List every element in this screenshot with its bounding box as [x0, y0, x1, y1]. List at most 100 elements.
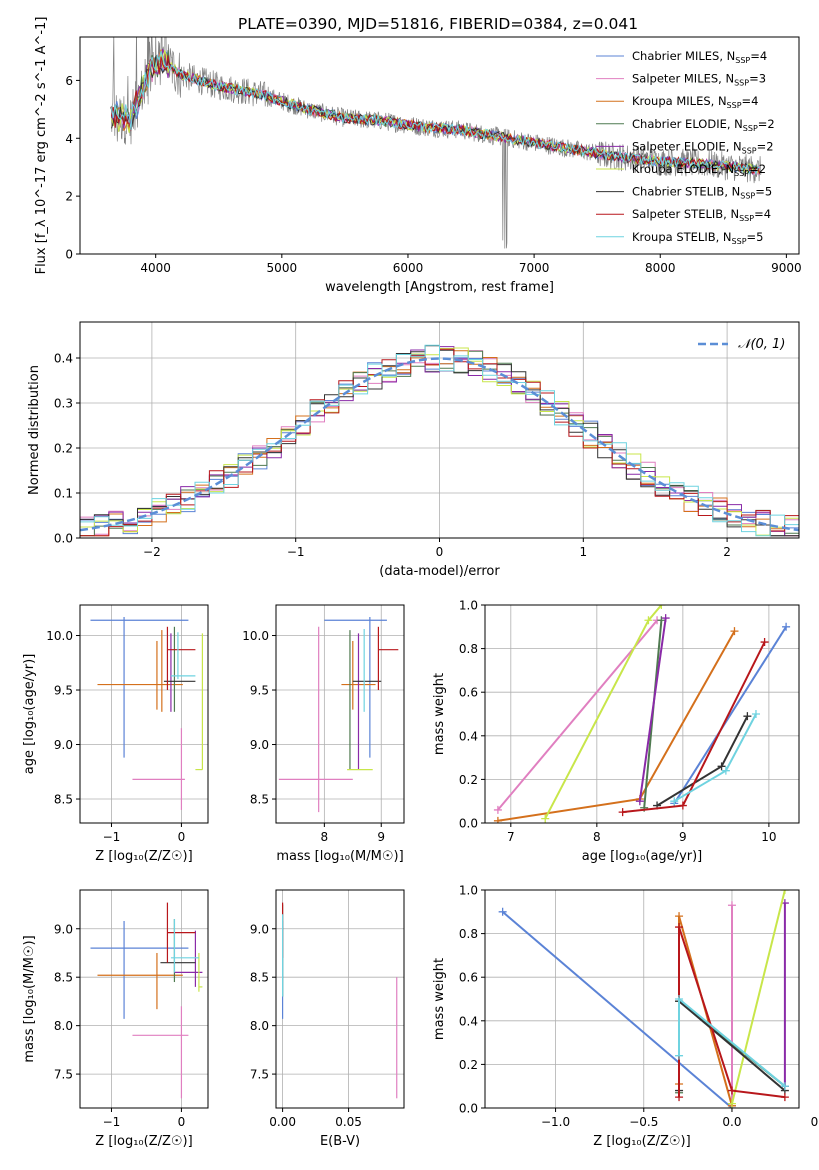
- weight-marker: [780, 1093, 789, 1102]
- spectrum-ytick-label: 4: [65, 132, 73, 146]
- spectrum-xlabel: wavelength [Angstrom, rest frame]: [325, 280, 554, 295]
- weight-vs-Z-ytick-label: 0.4: [459, 1014, 478, 1028]
- weight-vs-age-xtick-label: 9: [679, 830, 687, 844]
- weight-vs-age-frame: [484, 604, 800, 824]
- legend-label: Chabrier ELODIE, NSSP=2: [632, 117, 775, 133]
- weight-vs-age-xtick-label: 7: [507, 830, 515, 844]
- spectrum-legend: Chabrier MILES, NSSP=4 Salpeter MILES, NS…: [596, 49, 775, 246]
- weight-series: [498, 907, 736, 1108]
- spectrum-ytick-label: 2: [65, 190, 73, 204]
- age-vs-mass-plot-area: [278, 616, 399, 813]
- errorbar-point: [174, 930, 203, 987]
- age-vs-Z-ylabel: age [log₁₀(age/yr)]: [22, 654, 37, 775]
- weight-marker: [644, 616, 653, 625]
- weight-marker: [498, 907, 507, 916]
- errorbar-point: [166, 902, 196, 963]
- weight-marker: [678, 801, 687, 810]
- age-vs-mass-ytick-label: 8.5: [250, 793, 269, 807]
- mass-vs-ebv-ytick-label: 8.0: [250, 1019, 269, 1033]
- mass-vs-ebv-ytick-label: 7.5: [250, 1068, 269, 1082]
- weight-vs-Z-ytick-label: 0.0: [459, 1102, 478, 1116]
- residuals-panel: 𝒩(0, 1) −2 −1 0 1 2 0.0 0.1 0.2 0.3 0.4 (data-model…: [27, 321, 800, 579]
- weight-marker: [541, 814, 550, 823]
- legend-label: Chabrier MILES, NSSP=4: [632, 49, 767, 65]
- mass-vs-ebv-ytick-label: 8.5: [250, 971, 269, 985]
- weight-marker: [727, 901, 736, 910]
- weight-marker: [675, 1093, 684, 1102]
- weight-marker: [751, 710, 760, 718]
- weight-vs-Z-ytick-label: 0.2: [459, 1058, 478, 1072]
- mass-vs-ebv-grid: [276, 890, 404, 1108]
- weight-marker: [493, 816, 502, 823]
- weight-marker: [727, 1099, 736, 1108]
- weight-vs-age-xtick-label: 8: [593, 830, 601, 844]
- legend-label: Kroupa STELIB, NSSP=5: [632, 230, 763, 246]
- weight-vs-Z-xtick-label: −0.5: [629, 1115, 658, 1129]
- spectrum-ytick-label: 6: [65, 74, 73, 88]
- weight-marker: [730, 627, 739, 636]
- mass-vs-Z-ytick-label: 9.0: [54, 922, 73, 936]
- figure-title: PLATE=0390, MJD=51816, FIBERID=0384, z=0…: [238, 15, 638, 33]
- weight-marker: [721, 766, 730, 775]
- errorbar-point: [97, 640, 183, 710]
- mass-vs-Z-ytick-label: 8.0: [54, 1019, 73, 1033]
- spectrum-ylabel: Flux [f_λ 10^-17 erg cm^-2 s^-1 A^-1]: [34, 17, 49, 275]
- spectrum-xtick-label: 5000: [267, 261, 298, 275]
- legend-label: Salpeter ELODIE, NSSP=2: [632, 139, 774, 155]
- weight-series: [727, 890, 789, 1108]
- weight-marker: [727, 1086, 736, 1095]
- normal-reference-curve: [80, 357, 799, 532]
- weight-marker: [657, 616, 666, 625]
- age-vs-mass-ytick-label: 9.5: [250, 684, 269, 698]
- age-vs-Z-ytick-label: 9.0: [54, 738, 73, 752]
- weight-vs-Z-grid: [485, 889, 799, 1109]
- weight-marker: [618, 808, 627, 817]
- weight-marker: [717, 762, 726, 771]
- weight-vs-age-ylabel: mass weight: [432, 673, 447, 755]
- legend-label: Salpeter MILES, NSSP=3: [632, 72, 766, 88]
- residuals-xtick-label: 2: [723, 545, 731, 559]
- spectrum-xtick-label: 9000: [771, 261, 802, 275]
- weight-vs-Z-plot-area: [498, 890, 789, 1108]
- errorbar-point: [278, 626, 353, 813]
- weight-vs-age-xtick-label: 10: [761, 830, 776, 844]
- age-vs-mass-xtick-label: 9: [377, 830, 385, 844]
- mass-vs-ebv-plot-area: [281, 902, 398, 1099]
- mass-vs-Z-ytick-label: 7.5: [54, 1068, 73, 1082]
- weight-series: [635, 614, 670, 806]
- mass-vs-Z-xtick-label: 0: [178, 1115, 186, 1129]
- legend-label: Kroupa MILES, NSSP=4: [632, 94, 758, 110]
- mass-vs-ebv-frame: [275, 889, 405, 1109]
- mass-vs-ebv-panel: 0.00 0.05 7.5 8.0 8.5 9.0 E(B-V): [250, 889, 405, 1149]
- mass-vs-Z-xtick-label: −1: [103, 1115, 121, 1129]
- spectrum-xtick-label: 6000: [393, 261, 424, 275]
- weight-series: [670, 710, 760, 806]
- weight-marker: [635, 797, 644, 806]
- errorbar-point: [377, 626, 399, 691]
- weight-marker: [760, 638, 769, 647]
- weight-marker: [782, 622, 791, 631]
- weight-series: [493, 616, 662, 814]
- spectrum-xtick-label: 4000: [140, 261, 171, 275]
- residuals-xtick-label: 1: [579, 545, 587, 559]
- residuals-ytick-label: 0.4: [54, 352, 73, 366]
- weight-vs-Z-frame: [484, 889, 800, 1109]
- weight-marker: [657, 605, 666, 609]
- spectrum-xtick-label: 7000: [519, 261, 550, 275]
- weight-marker: [661, 614, 670, 623]
- legend-label: 𝒩(0, 1): [738, 337, 785, 352]
- errorbar-point: [170, 919, 199, 973]
- age-vs-mass-grid: [276, 605, 404, 823]
- weight-series: [653, 712, 752, 810]
- weight-marker: [743, 712, 752, 721]
- age-vs-mass-ytick-label: 10.0: [242, 629, 269, 643]
- weight-marker: [675, 1051, 684, 1060]
- weight-vs-age-ytick-label: 0.0: [459, 817, 478, 831]
- age-vs-Z-xtick-label: −1: [103, 830, 121, 844]
- weight-vs-age-ytick-label: 0.4: [459, 729, 478, 743]
- residuals-legend: 𝒩(0, 1): [698, 337, 785, 352]
- mass-vs-ebv-xlabel: E(B-V): [320, 1134, 360, 1149]
- legend-label: Kroupa ELODIE, NSSP=2: [632, 162, 766, 178]
- residual-histogram: [80, 344, 799, 537]
- errorbar-point: [198, 952, 203, 992]
